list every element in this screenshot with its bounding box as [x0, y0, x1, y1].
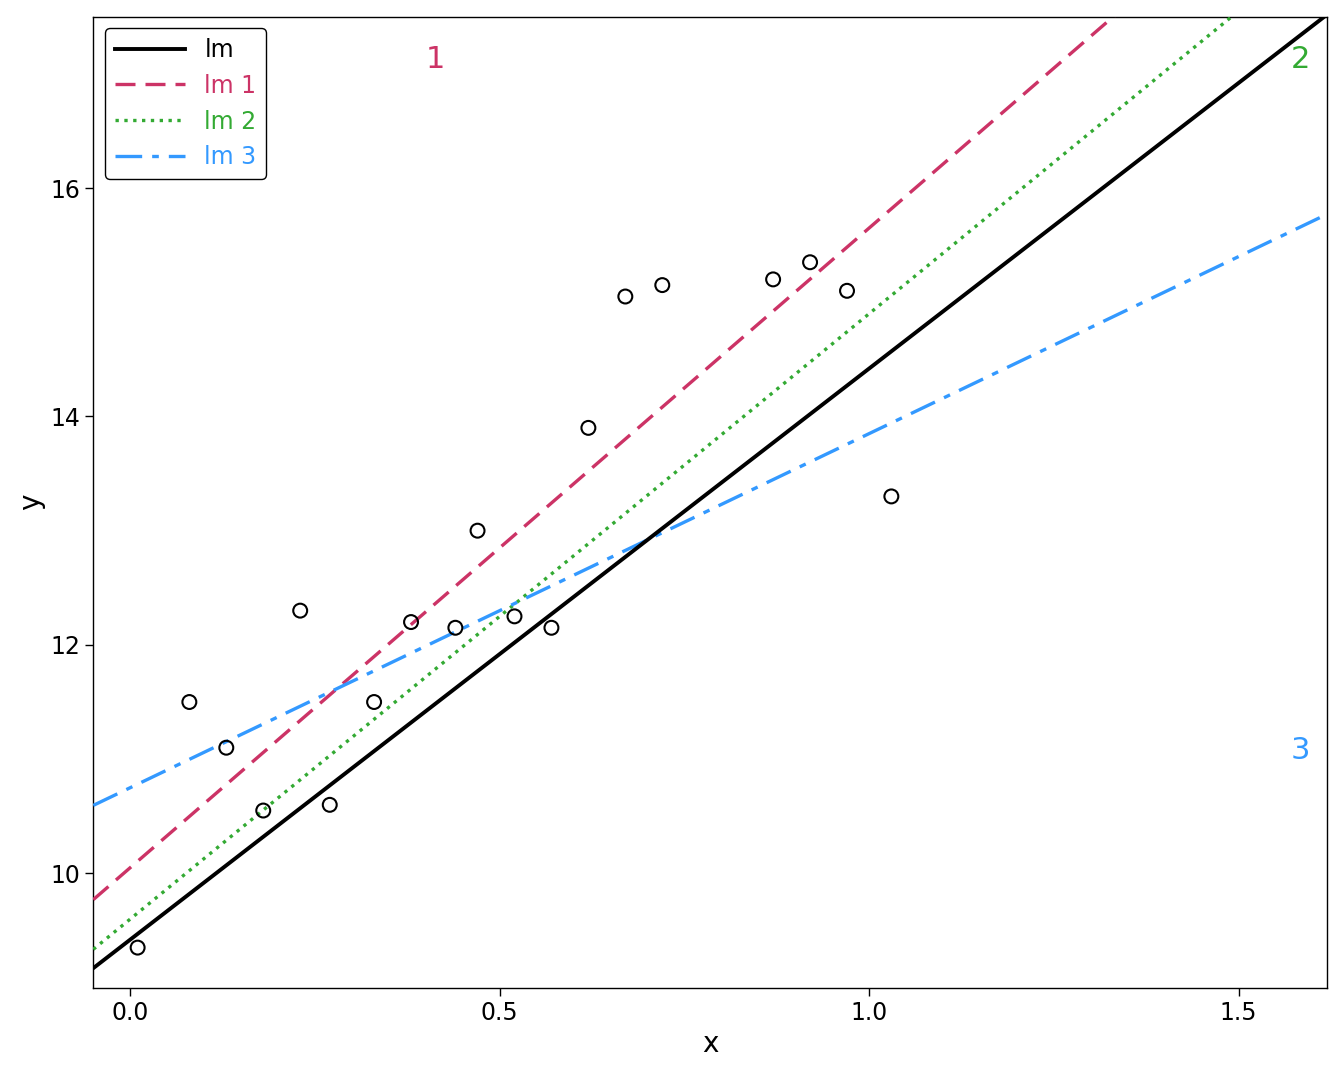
Point: [401, 614, 422, 631]
Y-axis label: y: y: [16, 493, 44, 511]
X-axis label: x: x: [702, 1030, 719, 1058]
Legend: lm, lm 1, lm 2, lm 3: lm, lm 1, lm 2, lm 3: [105, 28, 266, 178]
Point: [504, 607, 526, 625]
Point: [179, 693, 200, 711]
Point: [215, 740, 237, 757]
Point: [319, 797, 340, 814]
Point: [126, 938, 148, 956]
Point: [578, 419, 599, 436]
Point: [466, 522, 488, 540]
Point: [540, 619, 562, 636]
Point: [652, 276, 673, 293]
Text: 1: 1: [426, 45, 445, 74]
Point: [880, 488, 902, 505]
Point: [836, 283, 857, 300]
Point: [289, 602, 310, 619]
Text: 3: 3: [1290, 736, 1310, 765]
Point: [614, 288, 636, 305]
Point: [253, 802, 274, 819]
Point: [445, 619, 466, 636]
Point: [800, 254, 821, 271]
Point: [762, 271, 784, 288]
Point: [363, 693, 384, 711]
Text: 2: 2: [1290, 45, 1310, 74]
